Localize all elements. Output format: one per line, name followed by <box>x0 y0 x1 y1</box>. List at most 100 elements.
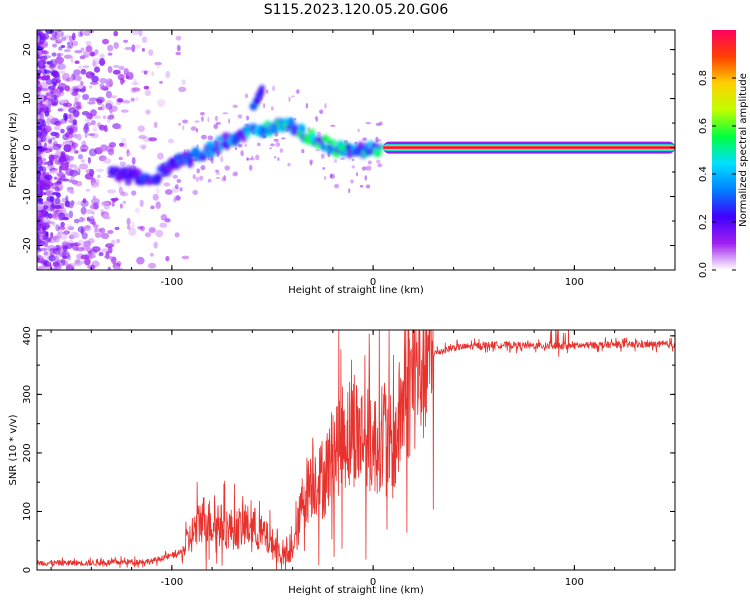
noise-blob <box>69 113 73 120</box>
noise-blob <box>201 116 204 122</box>
noise-blob <box>76 200 82 206</box>
noise-blob <box>232 104 238 109</box>
noise-blob <box>83 30 91 36</box>
noise-blob <box>84 130 88 139</box>
y-tick-label: 200 <box>22 443 33 462</box>
noise-blob <box>131 157 136 165</box>
noise-blob <box>51 78 58 86</box>
noise-blob <box>301 149 305 154</box>
noise-blob <box>237 114 243 119</box>
noise-blob <box>77 154 84 160</box>
noise-blob <box>164 189 173 195</box>
noise-blob <box>244 144 248 147</box>
noise-blob <box>181 79 186 85</box>
noise-blob <box>137 226 144 230</box>
noise-blob <box>367 160 372 165</box>
noise-blob <box>47 141 53 148</box>
noise-blob <box>111 198 117 203</box>
noise-blob <box>38 120 47 127</box>
noise-blob <box>351 165 355 169</box>
noise-blob <box>113 30 119 37</box>
noise-blob <box>38 94 45 101</box>
noise-blob <box>40 43 47 48</box>
noise-blob <box>80 159 86 163</box>
noise-blob <box>270 106 274 111</box>
noise-blob <box>141 48 145 52</box>
noise-blob <box>96 174 101 179</box>
noise-blob <box>90 81 99 85</box>
noise-blob <box>176 44 181 52</box>
noise-blob <box>375 136 379 143</box>
noise-blob <box>179 187 183 192</box>
noise-blob <box>103 255 112 259</box>
noise-blob <box>123 68 130 76</box>
noise-blob <box>51 52 57 57</box>
noise-blob <box>80 200 89 207</box>
noise-blob <box>92 57 101 64</box>
noise-blob <box>173 197 177 203</box>
noise-blob <box>324 103 327 109</box>
noise-blob <box>95 178 100 185</box>
noise-blob <box>72 75 82 81</box>
noise-blob <box>37 97 40 104</box>
noise-blob <box>107 189 116 194</box>
noise-blob <box>277 157 280 161</box>
noise-blob <box>68 119 74 123</box>
noise-blob <box>52 143 61 151</box>
noise-blob <box>46 118 52 125</box>
noise-blob <box>107 66 113 73</box>
noise-blob <box>305 103 309 109</box>
signal-blob <box>288 118 296 128</box>
noise-blob <box>94 66 100 73</box>
noise-blob <box>67 41 70 47</box>
noise-blob <box>37 203 44 211</box>
noise-blob <box>84 118 91 123</box>
noise-blob <box>55 56 64 64</box>
noise-blob <box>99 144 109 152</box>
signal-blob <box>300 125 306 133</box>
noise-blob <box>234 147 238 151</box>
noise-blob <box>37 52 40 60</box>
noise-blob <box>81 217 86 222</box>
noise-blob <box>67 45 71 49</box>
noise-blob <box>120 109 129 113</box>
noise-blob <box>153 121 158 128</box>
noise-blob <box>215 122 221 125</box>
noise-blob <box>357 128 360 133</box>
y-tick-label: 10 <box>22 92 33 105</box>
noise-blob <box>91 198 100 205</box>
noise-blob <box>112 69 121 75</box>
noise-blob <box>67 226 75 231</box>
noise-blob <box>48 189 54 197</box>
noise-blob <box>79 163 88 170</box>
noise-blob <box>37 177 40 183</box>
x-tick-label: 100 <box>565 277 584 288</box>
noise-blob <box>41 55 48 62</box>
noise-blob <box>131 221 135 229</box>
noise-blob <box>139 225 146 232</box>
noise-blob <box>54 125 61 131</box>
noise-blob <box>350 179 354 184</box>
y-tick-label: -10 <box>22 188 33 204</box>
noise-blob <box>41 185 46 190</box>
noise-blob <box>85 209 93 215</box>
noise-blob <box>50 169 58 175</box>
y-tick-label: 100 <box>22 502 33 521</box>
noise-blob <box>377 163 383 168</box>
noise-blob <box>89 109 97 117</box>
noise-blob <box>101 232 110 240</box>
noise-blob <box>85 45 93 52</box>
noise-blob <box>82 65 90 69</box>
noise-blob <box>52 70 57 78</box>
noise-blob <box>103 158 112 164</box>
noise-blob <box>58 32 63 38</box>
noise-blob <box>85 188 91 192</box>
noise-blob <box>58 70 66 74</box>
noise-blob <box>50 136 56 141</box>
noise-blob <box>43 192 47 196</box>
noise-blob <box>37 35 41 41</box>
noise-blob <box>43 240 49 246</box>
noise-blob <box>329 173 335 179</box>
